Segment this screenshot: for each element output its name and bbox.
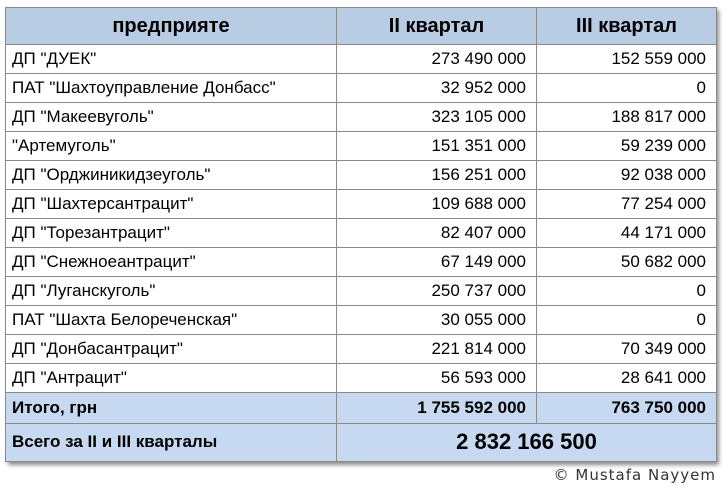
q3-value: 92 038 000 bbox=[536, 159, 717, 190]
table-row: ДП "Донбасантрацит" 221 814 000 70 349 0… bbox=[5, 333, 717, 364]
q2-value: 323 105 000 bbox=[336, 101, 537, 132]
enterprise-name: ДП "Снежноеантрацит" bbox=[5, 246, 337, 277]
grand-total-value: 2 832 166 500 bbox=[336, 422, 717, 463]
q3-value: 152 559 000 bbox=[536, 44, 717, 74]
table-row: ДП "Шахтерсантрацит" 109 688 000 77 254 … bbox=[5, 188, 717, 219]
q3-value: 50 682 000 bbox=[536, 246, 717, 277]
q3-value: 44 171 000 bbox=[536, 217, 717, 248]
enterprise-name: ДП "ДУЕК" bbox=[5, 44, 337, 74]
q2-value: 151 351 000 bbox=[336, 130, 537, 161]
enterprise-name: ДП "Шахтерсантрацит" bbox=[5, 188, 337, 219]
total-q2: 1 755 592 000 bbox=[336, 391, 537, 424]
enterprise-name: ПАТ "Шахтоуправление Донбасс" bbox=[5, 72, 337, 103]
enterprise-name: ДП "Торезантрацит" bbox=[5, 217, 337, 248]
q2-value: 109 688 000 bbox=[336, 188, 537, 219]
table-row: ДП "ДУЕК" 273 490 000 152 559 000 bbox=[5, 44, 717, 74]
enterprise-name: ДП "Макеевуголь" bbox=[5, 101, 337, 132]
q2-value: 273 490 000 bbox=[336, 44, 537, 74]
q3-value: 0 bbox=[536, 72, 717, 103]
table-row: ПАТ "Шахта Белореченская" 30 055 000 0 bbox=[5, 304, 717, 335]
q2-value: 56 593 000 bbox=[336, 362, 537, 393]
q2-value: 250 737 000 bbox=[336, 275, 537, 306]
enterprise-name: ДП "Луганскуголь" bbox=[5, 275, 337, 306]
q3-value: 59 239 000 bbox=[536, 130, 717, 161]
total-q3: 763 750 000 bbox=[536, 391, 717, 424]
enterprise-name: ДП "Донбасантрацит" bbox=[5, 333, 337, 364]
enterprise-name: ПАТ "Шахта Белореченская" bbox=[5, 304, 337, 335]
table-row: ДП "Луганскуголь" 250 737 000 0 bbox=[5, 275, 717, 306]
q3-value: 28 641 000 bbox=[536, 362, 717, 393]
table-frame: предприяте II квартал III квартал ДП "ДУ… bbox=[5, 7, 717, 463]
grand-total-row: Всего за II и III кварталы 2 832 166 500 bbox=[5, 422, 717, 463]
q2-value: 32 952 000 bbox=[336, 72, 537, 103]
table-row: ДП "Антрацит" 56 593 000 28 641 000 bbox=[5, 362, 717, 393]
header-q2: II квартал bbox=[336, 7, 537, 45]
enterprise-name: "Артемуголь" bbox=[5, 130, 337, 161]
table-row: ПАТ "Шахтоуправление Донбасс" 32 952 000… bbox=[5, 72, 717, 103]
table-row: ДП "Орджиникидзеуголь" 156 251 000 92 03… bbox=[5, 159, 717, 190]
header-row: предприяте II квартал III квартал bbox=[5, 7, 717, 45]
enterprise-name: ДП "Антрацит" bbox=[5, 362, 337, 393]
total-row: Итого, грн 1 755 592 000 763 750 000 bbox=[5, 391, 717, 424]
header-q3: III квартал bbox=[536, 7, 717, 45]
table-row: ДП "Снежноеантрацит" 67 149 000 50 682 0… bbox=[5, 246, 717, 277]
q3-value: 188 817 000 bbox=[536, 101, 717, 132]
header-enterprise: предприяте bbox=[5, 7, 337, 45]
copyright-credit: © Mustafa Nayyem bbox=[553, 466, 716, 484]
q2-value: 67 149 000 bbox=[336, 246, 537, 277]
q3-value: 0 bbox=[536, 304, 717, 335]
q3-value: 0 bbox=[536, 275, 717, 306]
table-row: ДП "Торезантрацит" 82 407 000 44 171 000 bbox=[5, 217, 717, 248]
q3-value: 77 254 000 bbox=[536, 188, 717, 219]
q2-value: 82 407 000 bbox=[336, 217, 537, 248]
q2-value: 156 251 000 bbox=[336, 159, 537, 190]
q3-value: 70 349 000 bbox=[536, 333, 717, 364]
funding-table: предприяте II квартал III квартал ДП "ДУ… bbox=[5, 7, 717, 463]
table-row: ДП "Макеевуголь" 323 105 000 188 817 000 bbox=[5, 101, 717, 132]
enterprise-name: ДП "Орджиникидзеуголь" bbox=[5, 159, 337, 190]
q2-value: 30 055 000 bbox=[336, 304, 537, 335]
table-row: "Артемуголь" 151 351 000 59 239 000 bbox=[5, 130, 717, 161]
q2-value: 221 814 000 bbox=[336, 333, 537, 364]
total-label: Итого, грн bbox=[5, 391, 337, 424]
grand-total-label: Всего за II и III кварталы bbox=[5, 422, 337, 463]
